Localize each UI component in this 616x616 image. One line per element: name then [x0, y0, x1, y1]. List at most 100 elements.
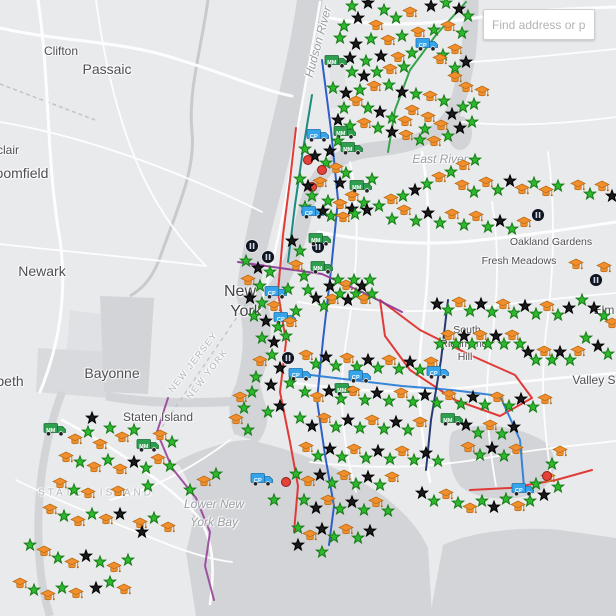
marker-green-star[interactable] — [474, 493, 490, 508]
marker-orange-graduation-cap[interactable] — [383, 193, 399, 205]
marker-black-star[interactable] — [604, 188, 616, 203]
marker-green-star[interactable] — [54, 580, 70, 595]
marker-orange-graduation-cap[interactable] — [356, 117, 372, 129]
marker-orange-graduation-cap[interactable] — [368, 19, 384, 31]
marker-green-truck[interactable]: MM — [349, 180, 372, 194]
marker-orange-graduation-cap[interactable] — [309, 391, 325, 403]
marker-black-star[interactable] — [458, 54, 474, 69]
marker-orange-graduation-cap[interactable] — [432, 53, 448, 65]
marker-black-star[interactable] — [360, 0, 376, 10]
marker-orange-graduation-cap[interactable] — [596, 261, 612, 273]
marker-black-star[interactable] — [272, 398, 288, 413]
marker-blue-truck[interactable]: CP — [415, 38, 438, 52]
marker-green-star[interactable] — [238, 253, 254, 268]
marker-orange-graduation-cap[interactable] — [232, 391, 248, 403]
marker-orange-graduation-cap[interactable] — [240, 274, 256, 286]
marker-red-dot[interactable] — [317, 165, 327, 175]
marker-green-star[interactable] — [342, 118, 358, 133]
marker-green-star[interactable] — [328, 419, 344, 434]
marker-green-star[interactable] — [574, 292, 590, 307]
marker-orange-graduation-cap[interactable] — [335, 211, 351, 223]
marker-green-star[interactable] — [504, 221, 520, 236]
marker-orange-graduation-cap[interactable] — [478, 176, 494, 188]
marker-green-truck[interactable]: MM — [340, 142, 363, 156]
marker-black-star[interactable] — [322, 441, 338, 456]
marker-green-star[interactable] — [464, 336, 480, 351]
marker-black-star[interactable] — [506, 419, 522, 434]
marker-orange-graduation-cap[interactable] — [447, 71, 463, 83]
marker-orange-graduation-cap[interactable] — [508, 443, 524, 455]
marker-orange-graduation-cap[interactable] — [266, 300, 282, 312]
marker-green-star[interactable] — [394, 28, 410, 43]
marker-green-star[interactable] — [252, 278, 268, 293]
marker-green-star[interactable] — [126, 422, 142, 437]
marker-green-star[interactable] — [395, 188, 411, 203]
marker-orange-graduation-cap[interactable] — [604, 317, 616, 329]
marker-black-star[interactable] — [520, 344, 536, 359]
marker-green-star[interactable] — [50, 550, 66, 565]
marker-blue-truck[interactable]: CP — [348, 370, 371, 384]
marker-orange-graduation-cap[interactable] — [42, 503, 58, 515]
marker-orange-graduation-cap[interactable] — [150, 453, 166, 465]
marker-green-star[interactable] — [292, 171, 308, 186]
marker-green-star[interactable] — [304, 188, 320, 203]
marker-green-star[interactable] — [512, 336, 528, 351]
marker-green-star[interactable] — [344, 0, 360, 13]
marker-green-star[interactable] — [490, 182, 506, 197]
marker-green-star[interactable] — [496, 448, 512, 463]
marker-green-star[interactable] — [314, 544, 330, 559]
marker-green-star[interactable] — [432, 336, 448, 351]
marker-green-star[interactable] — [334, 449, 350, 464]
marker-green-star[interactable] — [254, 295, 270, 310]
marker-black-star[interactable] — [308, 500, 324, 515]
search-box[interactable] — [483, 9, 595, 40]
marker-green-star[interactable] — [582, 186, 598, 201]
marker-orange-graduation-cap[interactable] — [594, 180, 610, 192]
marker-orange-graduation-cap[interactable] — [412, 416, 428, 428]
marker-black-star[interactable] — [360, 469, 376, 484]
marker-green-star[interactable] — [84, 506, 100, 521]
marker-green-star[interactable] — [550, 178, 566, 193]
marker-green-star[interactable] — [102, 420, 118, 435]
marker-green-star[interactable] — [480, 336, 496, 351]
marker-green-star[interactable] — [338, 165, 354, 180]
marker-green-star[interactable] — [453, 396, 469, 411]
marker-green-star[interactable] — [356, 502, 372, 517]
marker-green-star[interactable] — [292, 410, 308, 425]
marker-green-star[interactable] — [400, 422, 416, 437]
marker-green-star[interactable] — [332, 501, 348, 516]
marker-orange-graduation-cap[interactable] — [320, 494, 336, 506]
marker-green-star[interactable] — [528, 476, 544, 491]
marker-orange-graduation-cap[interactable] — [514, 183, 530, 195]
marker-orange-graduation-cap[interactable] — [440, 329, 456, 341]
marker-green-star[interactable] — [292, 243, 308, 258]
marker-green-star[interactable] — [454, 25, 470, 40]
marker-black-star[interactable] — [458, 417, 474, 432]
marker-orange-graduation-cap[interactable] — [324, 293, 340, 305]
marker-green-star[interactable] — [297, 384, 313, 399]
marker-black-star[interactable] — [342, 50, 358, 65]
marker-green-star[interactable] — [562, 352, 578, 367]
marker-orange-graduation-cap[interactable] — [64, 557, 80, 569]
marker-black-star[interactable] — [315, 203, 331, 218]
marker-green-star[interactable] — [464, 114, 480, 129]
marker-green-star[interactable] — [288, 466, 304, 481]
marker-green-star[interactable] — [456, 217, 472, 232]
marker-green-star[interactable] — [371, 198, 387, 213]
marker-orange-graduation-cap[interactable] — [116, 583, 132, 595]
marker-green-star[interactable] — [528, 306, 544, 321]
marker-orange-graduation-cap[interactable] — [316, 412, 332, 424]
marker-green-star[interactable] — [336, 100, 352, 115]
marker-orange-graduation-cap[interactable] — [228, 413, 244, 425]
marker-green-star[interactable] — [349, 359, 365, 374]
marker-orange-graduation-cap[interactable] — [422, 90, 438, 102]
marker-orange-graduation-cap[interactable] — [196, 475, 212, 487]
marker-black-star[interactable] — [407, 182, 423, 197]
marker-black-star[interactable] — [388, 414, 404, 429]
marker-orange-graduation-cap[interactable] — [474, 85, 490, 97]
marker-green-star[interactable] — [436, 93, 452, 108]
marker-orange-graduation-cap[interactable] — [98, 513, 114, 525]
marker-green-star[interactable] — [26, 582, 42, 597]
marker-green-star[interactable] — [484, 304, 500, 319]
marker-green-star[interactable] — [162, 458, 178, 473]
